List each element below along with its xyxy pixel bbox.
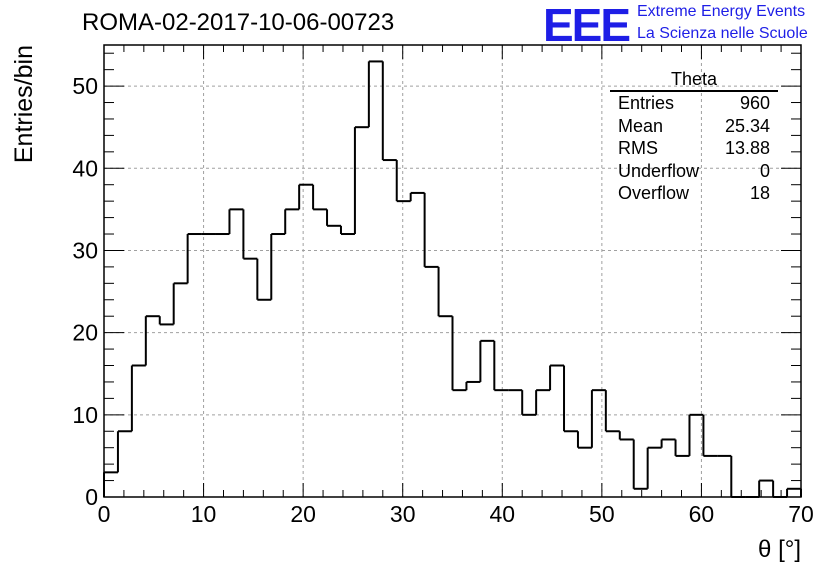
- x-tick-label: 0: [98, 501, 111, 527]
- x-tick-label: 40: [489, 501, 515, 527]
- stats-label: Mean: [618, 115, 664, 136]
- x-tick-label: 70: [788, 501, 814, 527]
- y-tick-label: 30: [72, 237, 98, 263]
- stats-row: Mean 25.34: [610, 115, 778, 138]
- stats-row: RMS 13.88: [610, 137, 778, 160]
- stats-label: Overflow: [618, 183, 690, 203]
- y-axis-label: Entries/bin: [10, 45, 38, 163]
- y-tick-label: 0: [85, 484, 98, 510]
- x-tick-label: 60: [689, 501, 715, 527]
- stats-value: 960: [739, 93, 770, 113]
- plot-frame: [103, 44, 802, 498]
- stats-label: Underflow: [618, 160, 700, 181]
- x-tick-label: 50: [589, 501, 615, 527]
- stats-label: Entries: [618, 93, 675, 113]
- x-axis-label: θ [°]: [758, 536, 801, 563]
- y-tick-label: 50: [72, 73, 98, 99]
- stats-value: 18: [749, 183, 770, 203]
- stats-box: Theta Entries 960 Mean 25.34 RMS 13.88 Underfl…: [610, 68, 778, 205]
- stats-row: Entries 960: [610, 92, 778, 115]
- stats-label: RMS: [618, 138, 658, 158]
- y-tick-label: 10: [72, 402, 98, 428]
- page-title: ROMA-02-2017-10-06-00723: [82, 9, 395, 36]
- x-tick-label: 20: [290, 501, 316, 527]
- stats-value: 13.88: [724, 138, 770, 158]
- y-tick-label: 40: [72, 155, 98, 181]
- y-tick-label: 20: [72, 320, 98, 346]
- stats-value: 0: [759, 160, 770, 181]
- logo-subtitle-line2: La Scienza nelle Scuole: [637, 25, 808, 42]
- logo-subtitle-line1: Extreme Energy Events: [637, 3, 806, 20]
- eee-logo: EEE: [543, 0, 631, 51]
- stats-value: 25.34: [724, 115, 770, 136]
- stats-rows: Entries 960 Mean 25.34 RMS 13.88 Underflow 0 Ove…: [610, 92, 778, 205]
- stats-row: Overflow 18: [610, 182, 778, 205]
- x-tick-label: 30: [390, 501, 416, 527]
- stats-row: Underflow 0: [610, 160, 778, 183]
- stats-title: Theta: [610, 68, 778, 92]
- x-tick-label: 10: [191, 501, 217, 527]
